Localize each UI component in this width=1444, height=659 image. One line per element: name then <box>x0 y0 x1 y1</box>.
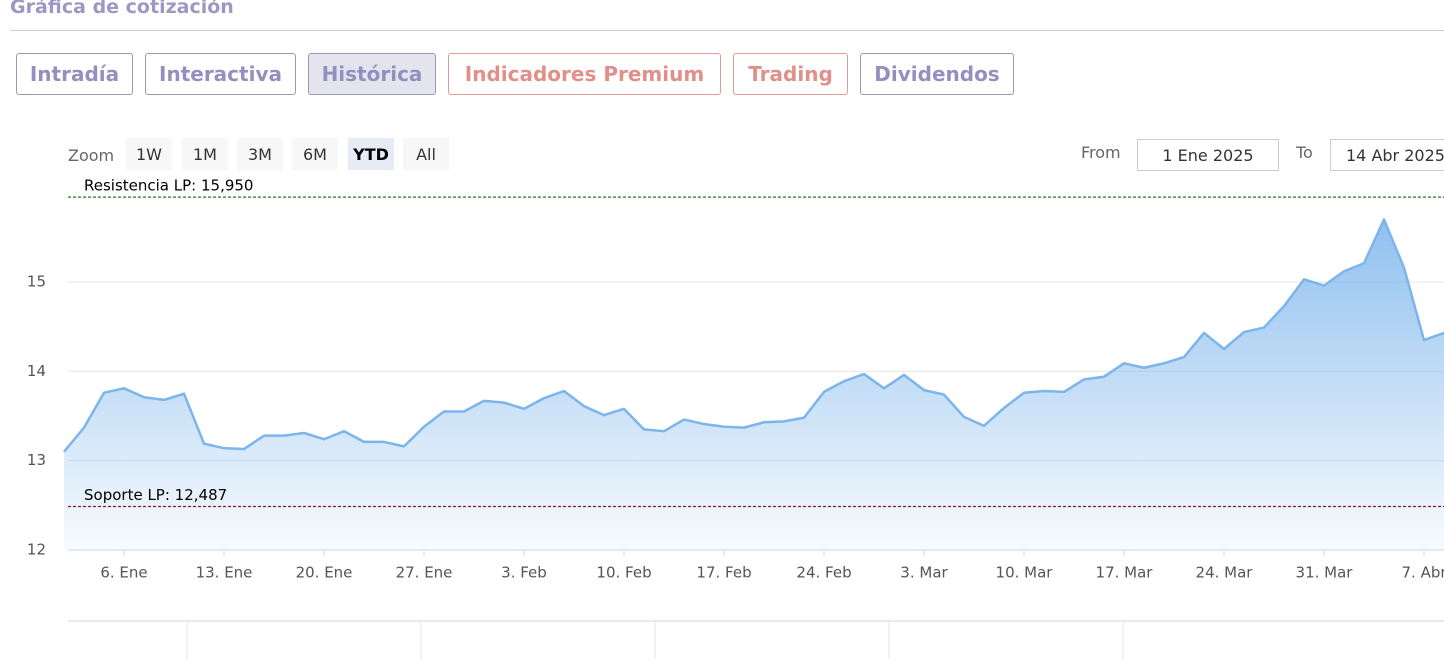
zoom-button[interactable]: YTD <box>348 138 394 170</box>
area <box>64 219 1444 550</box>
tab[interactable]: Intradía <box>16 53 133 95</box>
zoom-button[interactable]: All <box>403 138 449 170</box>
y-tick-label: 14 <box>27 362 46 380</box>
x-tick-label: 6. Ene <box>100 564 147 582</box>
x-tick-label: 31. Mar <box>1296 564 1354 582</box>
tab[interactable]: Histórica <box>308 53 436 95</box>
x-tick-label: 17. Feb <box>696 564 751 582</box>
x-tick-label: 27. Ene <box>396 564 453 582</box>
from-label: From <box>1081 143 1121 162</box>
y-tick-label: 12 <box>27 541 46 559</box>
x-tick-label: 17. Mar <box>1096 564 1154 582</box>
x-tick-label: 24. Mar <box>1196 564 1254 582</box>
x-tick-label: 24. Feb <box>796 564 851 582</box>
x-tick-label: 10. Mar <box>996 564 1054 582</box>
x-tick-label: 7. Abr <box>1401 564 1444 582</box>
zoom-button[interactable]: 6M <box>292 138 338 170</box>
plot-line-label: Soporte LP: 12,487 <box>84 486 227 504</box>
y-tick-label: 13 <box>27 451 46 469</box>
zoom-button[interactable]: 1M <box>182 138 228 170</box>
plot-line-label: Resistencia LP: 15,950 <box>84 177 253 195</box>
tab[interactable]: Dividendos <box>860 53 1014 95</box>
line <box>63 218 1444 453</box>
x-tick-label: 13. Ene <box>196 564 253 582</box>
tab[interactable]: Indicadores Premium <box>448 53 721 95</box>
to-label: To <box>1296 143 1313 162</box>
x-tick-label: 20. Ene <box>296 564 353 582</box>
to-input[interactable]: 14 Abr 2025 <box>1330 139 1444 171</box>
y-tick-label: 15 <box>27 273 46 291</box>
zoom-button[interactable]: 3M <box>237 138 283 170</box>
tab[interactable]: Trading <box>733 53 848 95</box>
x-tick-label: 10. Feb <box>596 564 651 582</box>
tab[interactable]: Interactiva <box>145 53 296 95</box>
x-tick-label: 3. Mar <box>900 564 948 582</box>
zoom-label: Zoom <box>68 146 115 165</box>
zoom-button[interactable]: 1W <box>126 138 172 170</box>
x-tick-label: 3. Feb <box>501 564 547 582</box>
divider <box>10 30 1444 31</box>
navigator <box>68 620 1444 659</box>
page-title: Gráfica de cotización <box>10 0 234 18</box>
from-input[interactable]: 1 Ene 2025 <box>1137 139 1279 171</box>
